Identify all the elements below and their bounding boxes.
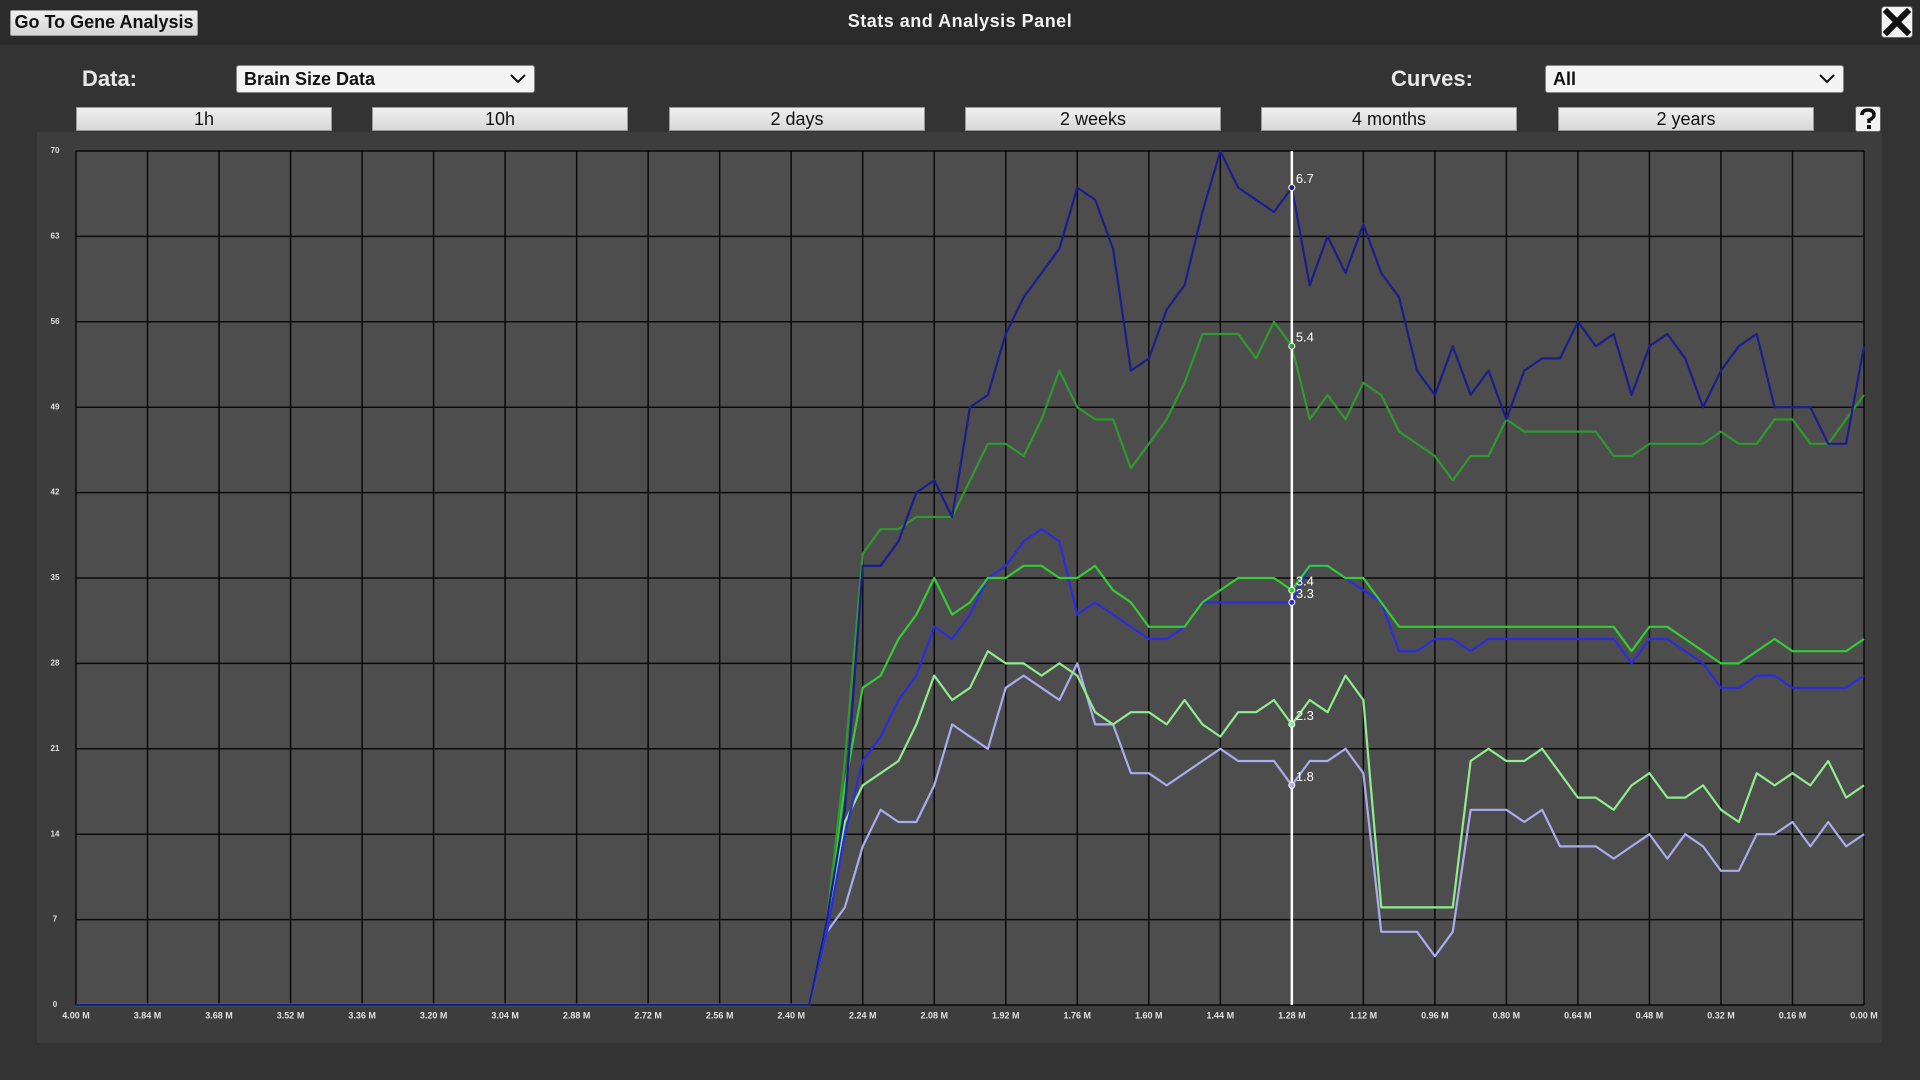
x-tick-label: 2.88 M	[563, 1010, 591, 1020]
x-tick-label: 1.12 M	[1350, 1010, 1378, 1020]
close-button[interactable]	[1881, 6, 1913, 38]
x-tick-label: 3.20 M	[420, 1010, 448, 1020]
top-bar	[0, 0, 1920, 45]
cursor-label: 2.3	[1296, 708, 1314, 723]
x-tick-label: 4.00 M	[62, 1010, 90, 1020]
time-button[interactable]: 2 days	[669, 107, 925, 131]
cursor-point	[1288, 781, 1296, 789]
x-tick-label: 2.72 M	[634, 1010, 662, 1020]
cursor-point	[1288, 598, 1296, 606]
x-tick-label: 2.56 M	[706, 1010, 734, 1020]
series-line	[76, 650, 1865, 1007]
y-tick-label: 49	[51, 402, 60, 411]
cursor-label: 5.4	[1296, 330, 1314, 345]
x-tick-label: 0.80 M	[1493, 1010, 1521, 1020]
y-tick-label: 28	[51, 659, 60, 668]
curves-select[interactable]: All	[1545, 65, 1844, 93]
help-button[interactable]	[1855, 106, 1881, 132]
curves-select-value: All	[1553, 69, 1577, 89]
time-button[interactable]: 10h	[372, 107, 628, 131]
curves-label: Curves:	[1391, 66, 1473, 91]
x-tick-label: 0.96 M	[1421, 1010, 1449, 1020]
cursor-point	[1288, 720, 1296, 728]
gene-analysis-button[interactable]: Go To Gene Analysis	[10, 10, 198, 36]
y-tick-label: 0	[53, 1000, 58, 1009]
series-line	[76, 662, 1865, 1007]
y-tick-label: 14	[51, 829, 60, 838]
cursor-point	[1288, 586, 1296, 594]
y-tick-label: 63	[51, 232, 60, 241]
x-tick-label: 3.36 M	[348, 1010, 376, 1020]
x-tick-label: 1.28 M	[1278, 1010, 1306, 1020]
x-tick-label: 0.00 M	[1850, 1010, 1878, 1020]
series-line	[76, 149, 1866, 1007]
x-tick-label: 0.32 M	[1707, 1010, 1735, 1020]
data-select[interactable]: Brain Size Data	[236, 65, 535, 93]
dropdown-arrow	[510, 74, 526, 84]
y-tick-label: 42	[51, 488, 60, 497]
data-label: Data:	[82, 66, 138, 91]
y-tick-label: 7	[53, 915, 58, 924]
x-tick-label: 0.16 M	[1779, 1010, 1807, 1020]
x-tick-label: 2.40 M	[777, 1010, 805, 1020]
data-select-value: Brain Size Data	[244, 69, 376, 89]
time-button[interactable]: 4 months	[1261, 107, 1517, 131]
time-button[interactable]: 1h	[76, 107, 332, 131]
y-tick-label: 21	[51, 744, 60, 753]
y-tick-label: 56	[51, 317, 60, 326]
y-tick-label: 35	[51, 573, 60, 582]
x-tick-label: 1.92 M	[992, 1010, 1020, 1020]
cursor-point	[1288, 342, 1296, 350]
cursor-label: 3.4	[1296, 574, 1314, 589]
cursor-point	[1288, 184, 1296, 192]
time-button[interactable]: 2 years	[1558, 107, 1814, 131]
x-tick-label: 1.76 M	[1064, 1010, 1092, 1020]
cursor-label: 1.8	[1296, 769, 1314, 784]
series-line	[76, 320, 1865, 1007]
dropdown-arrow	[1819, 74, 1835, 84]
cursor-label: 3.3	[1296, 586, 1314, 601]
x-tick-label: 3.04 M	[491, 1010, 519, 1020]
x-tick-label: 3.68 M	[205, 1010, 233, 1020]
x-tick-label: 2.08 M	[920, 1010, 948, 1020]
cursor-label: 6.7	[1296, 171, 1314, 186]
x-tick-label: 3.84 M	[134, 1010, 162, 1020]
x-tick-label: 1.44 M	[1207, 1010, 1235, 1020]
x-tick-label: 0.48 M	[1636, 1010, 1664, 1020]
panel-title: Stats and Analysis Panel	[847, 11, 1073, 31]
x-tick-label: 0.64 M	[1564, 1010, 1592, 1020]
x-tick-label: 3.52 M	[277, 1010, 305, 1020]
y-tick-label: 70	[51, 146, 60, 155]
x-tick-label: 2.24 M	[849, 1010, 877, 1020]
chart: 0 7 14 21 28 35 42 49 56 63 70 4.00 M 3.84 M 3.68 M 3.…	[37, 132, 1882, 1043]
time-button[interactable]: 2 weeks	[965, 107, 1221, 131]
series-line	[76, 564, 1865, 1007]
x-tick-label: 1.60 M	[1135, 1010, 1163, 1020]
